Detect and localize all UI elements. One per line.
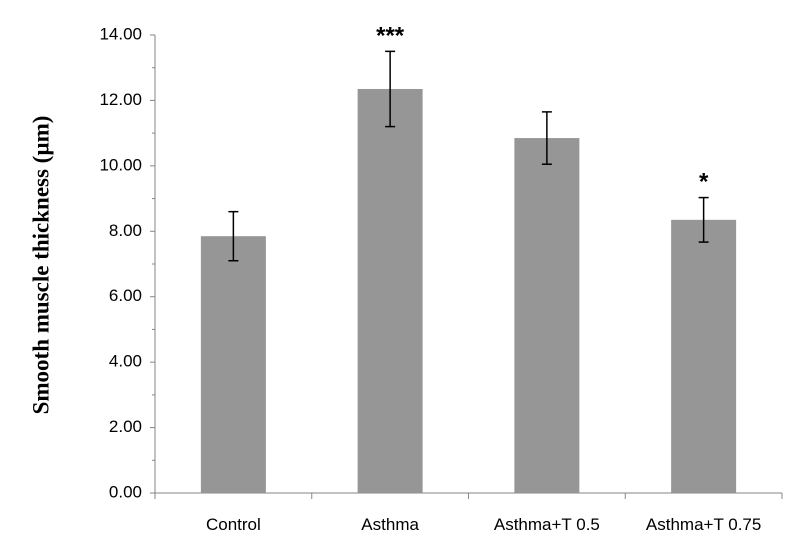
x-category-label: Control <box>206 515 261 534</box>
y-tick-label: 14.00 <box>99 24 142 43</box>
x-category-label: Asthma+T 0.75 <box>646 515 761 534</box>
bar-control <box>200 236 266 493</box>
error-bars <box>228 50 709 262</box>
y-tick-label: 2.00 <box>109 417 142 436</box>
y-tick-label: 0.00 <box>109 482 142 501</box>
bar-asthma <box>357 88 423 493</box>
y-axis-title: Smooth muscle thickness (µm) <box>28 116 53 415</box>
x-category-label: Asthma+T 0.5 <box>494 515 600 534</box>
labels: 0.00 2.00 4.00 6.00 8.00 10.00 12.00 14.00 Contr… <box>99 22 761 534</box>
y-tick-label: 12.00 <box>99 90 142 109</box>
significance-marker: *** <box>376 22 405 49</box>
bars <box>200 88 737 494</box>
y-tick-label: 6.00 <box>109 286 142 305</box>
y-tick-label: 4.00 <box>109 352 142 371</box>
x-category-label: Asthma <box>361 515 419 534</box>
y-tick-label: 8.00 <box>109 221 142 240</box>
y-tick-label: 10.00 <box>99 155 142 174</box>
bar-asthma-t-0-5 <box>514 138 580 494</box>
bar-asthma-t-0-75 <box>671 219 737 494</box>
significance-marker: * <box>699 169 709 196</box>
